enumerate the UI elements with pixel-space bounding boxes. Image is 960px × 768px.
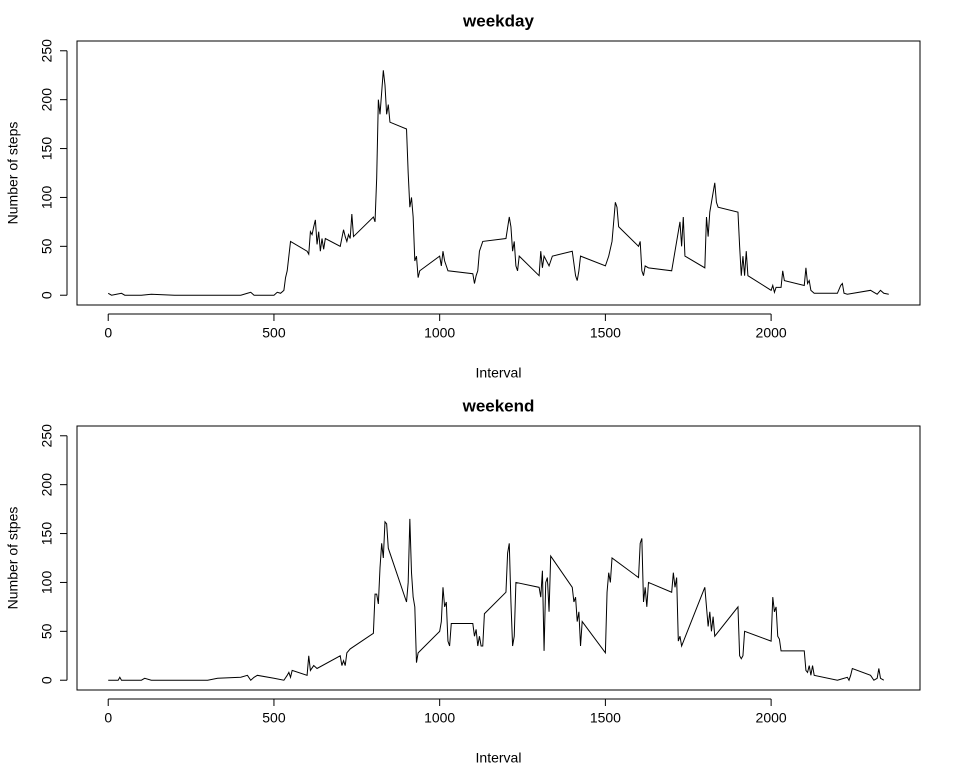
x-tick-label: 0: [104, 325, 112, 341]
x-axis-label: Interval: [476, 750, 522, 766]
data-line: [108, 518, 885, 682]
plot-frame: [76, 40, 921, 306]
x-tick-label: 500: [262, 710, 286, 726]
y-axis-label: Number of stpes: [5, 507, 21, 610]
y-tick-label: 100: [39, 571, 55, 595]
y-tick-label: 150: [39, 522, 55, 546]
x-tick-label: 1500: [590, 325, 621, 341]
y-tick-label: 200: [39, 88, 55, 112]
y-tick-label: 250: [39, 424, 55, 448]
y-tick-label: 50: [39, 623, 55, 639]
x-tick-label: 2000: [756, 710, 787, 726]
x-tick-label: 500: [262, 325, 286, 341]
y-tick-label: 100: [39, 186, 55, 210]
x-tick-label: 1000: [424, 710, 455, 726]
x-tick-label: 0: [104, 710, 112, 726]
x-tick-label: 2000: [756, 325, 787, 341]
data-line: [107, 70, 889, 296]
chart-title: weekend: [462, 396, 535, 415]
x-tick-label: 1500: [590, 710, 621, 726]
y-tick-label: 250: [39, 39, 55, 63]
x-tick-label: 1000: [424, 325, 455, 341]
y-tick-label: 0: [39, 676, 55, 684]
y-tick-label: 200: [39, 473, 55, 497]
plot-frame: [76, 425, 921, 691]
y-tick-label: 50: [39, 238, 55, 254]
chart-title: weekday: [462, 11, 534, 30]
y-tick-label: 0: [39, 291, 55, 299]
y-axis-label: Number of steps: [5, 122, 21, 225]
y-tick-label: 150: [39, 137, 55, 161]
x-axis-label: Interval: [476, 365, 522, 381]
